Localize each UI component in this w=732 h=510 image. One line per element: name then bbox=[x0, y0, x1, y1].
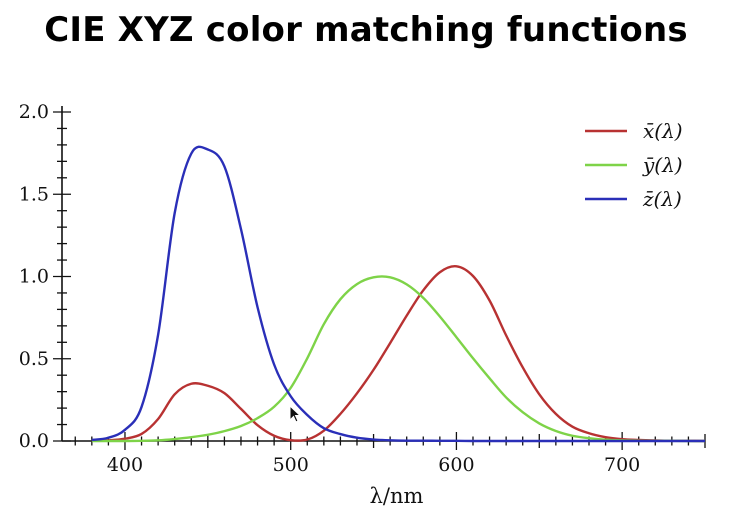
legend-entry-x-bar: x̄(λ) bbox=[643, 119, 683, 143]
series-z-bar-line bbox=[91, 145, 705, 443]
x-tick-label: 700 bbox=[604, 454, 640, 476]
x-tick-label: 500 bbox=[273, 454, 309, 476]
series-x-bar-line bbox=[91, 265, 706, 443]
y-tick-label: 0.0 bbox=[19, 430, 49, 452]
x-tick-label: 400 bbox=[107, 454, 143, 476]
x-axis-label: λ/nm bbox=[370, 484, 424, 508]
y-tick-label: 2.0 bbox=[19, 101, 49, 123]
mouse-cursor-icon bbox=[289, 405, 302, 423]
x-tick-label: 600 bbox=[438, 454, 474, 476]
chart-title: CIE XYZ color matching functions bbox=[44, 10, 688, 50]
y-tick-label: 1.0 bbox=[19, 266, 49, 288]
y-tick-label: 1.5 bbox=[19, 183, 49, 205]
legend-entry-y-bar: ȳ(λ) bbox=[642, 153, 683, 177]
legend-entry-z-bar: z̄(λ) bbox=[642, 187, 682, 211]
series-y-bar-line bbox=[91, 275, 706, 443]
y-tick-label: 0.5 bbox=[19, 348, 49, 370]
